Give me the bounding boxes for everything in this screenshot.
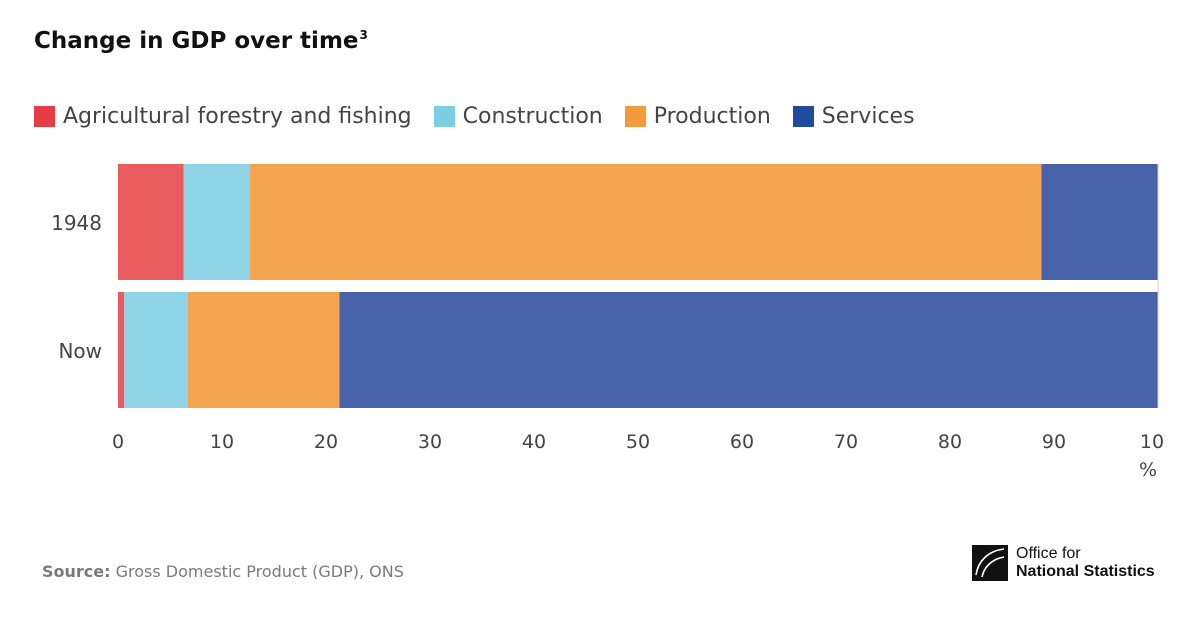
bar-segment xyxy=(124,292,188,408)
legend-label: Construction xyxy=(462,104,603,129)
chart-title: Change in GDP over time3 xyxy=(34,28,368,54)
legend-swatch xyxy=(433,106,455,127)
x-tick-label: 80 xyxy=(938,431,962,453)
x-axis-unit: % xyxy=(1139,459,1157,481)
x-tick-label: 90 xyxy=(1042,431,1066,453)
x-tick-label: 50 xyxy=(626,431,650,453)
x-tick-label: 10 xyxy=(210,431,234,453)
legend-item: Services xyxy=(792,104,915,129)
source-note: Source: Gross Domestic Product (GDP), ON… xyxy=(42,562,404,581)
legend-item: Construction xyxy=(433,104,603,129)
bar-segment xyxy=(339,292,1158,408)
bar-segment xyxy=(118,292,125,408)
bar-segment xyxy=(118,164,184,280)
legend-item: Production xyxy=(624,104,771,129)
bar-segment xyxy=(187,292,340,408)
footnote-marker: 3 xyxy=(359,28,368,43)
chart-title-text: Change in GDP over time xyxy=(34,28,359,54)
ons-logo-text: Office for National Statistics xyxy=(1016,545,1155,581)
x-tick-label: 70 xyxy=(834,431,858,453)
source-label: Source: xyxy=(42,562,111,581)
bar-segment xyxy=(250,164,1042,280)
legend-swatch xyxy=(792,106,814,127)
ons-logo: Office for National Statistics xyxy=(972,545,1155,581)
x-tick-label: 40 xyxy=(522,431,546,453)
bar-segment xyxy=(183,164,251,280)
logo-line-2: National Statistics xyxy=(1016,563,1155,580)
chart-legend: Agricultural forestry and fishing Constru… xyxy=(34,104,937,129)
x-tick-label: 10 xyxy=(1140,431,1164,453)
legend-swatch xyxy=(624,106,646,127)
legend-label: Services xyxy=(821,104,915,129)
category-label: Now xyxy=(58,339,102,363)
legend-label: Agricultural forestry and fishing xyxy=(63,104,412,129)
legend-label: Production xyxy=(653,104,771,129)
x-tick-label: 30 xyxy=(418,431,442,453)
logo-line-1: Office for xyxy=(1016,545,1081,562)
ons-logo-icon xyxy=(972,545,1008,581)
bar-segment xyxy=(1041,164,1158,280)
legend-item: Agricultural forestry and fishing xyxy=(34,104,412,129)
x-tick-label: 0 xyxy=(112,431,124,453)
stacked-bar-chart: 1948 Now 0 10 20 30 40 50 60 70 80 90 10% xyxy=(51,164,1164,481)
source-text: Gross Domestic Product (GDP), ONS xyxy=(115,562,404,581)
x-tick-label: 20 xyxy=(314,431,338,453)
category-label: 1948 xyxy=(51,211,102,235)
x-tick-label: 60 xyxy=(730,431,754,453)
legend-swatch xyxy=(34,106,55,127)
